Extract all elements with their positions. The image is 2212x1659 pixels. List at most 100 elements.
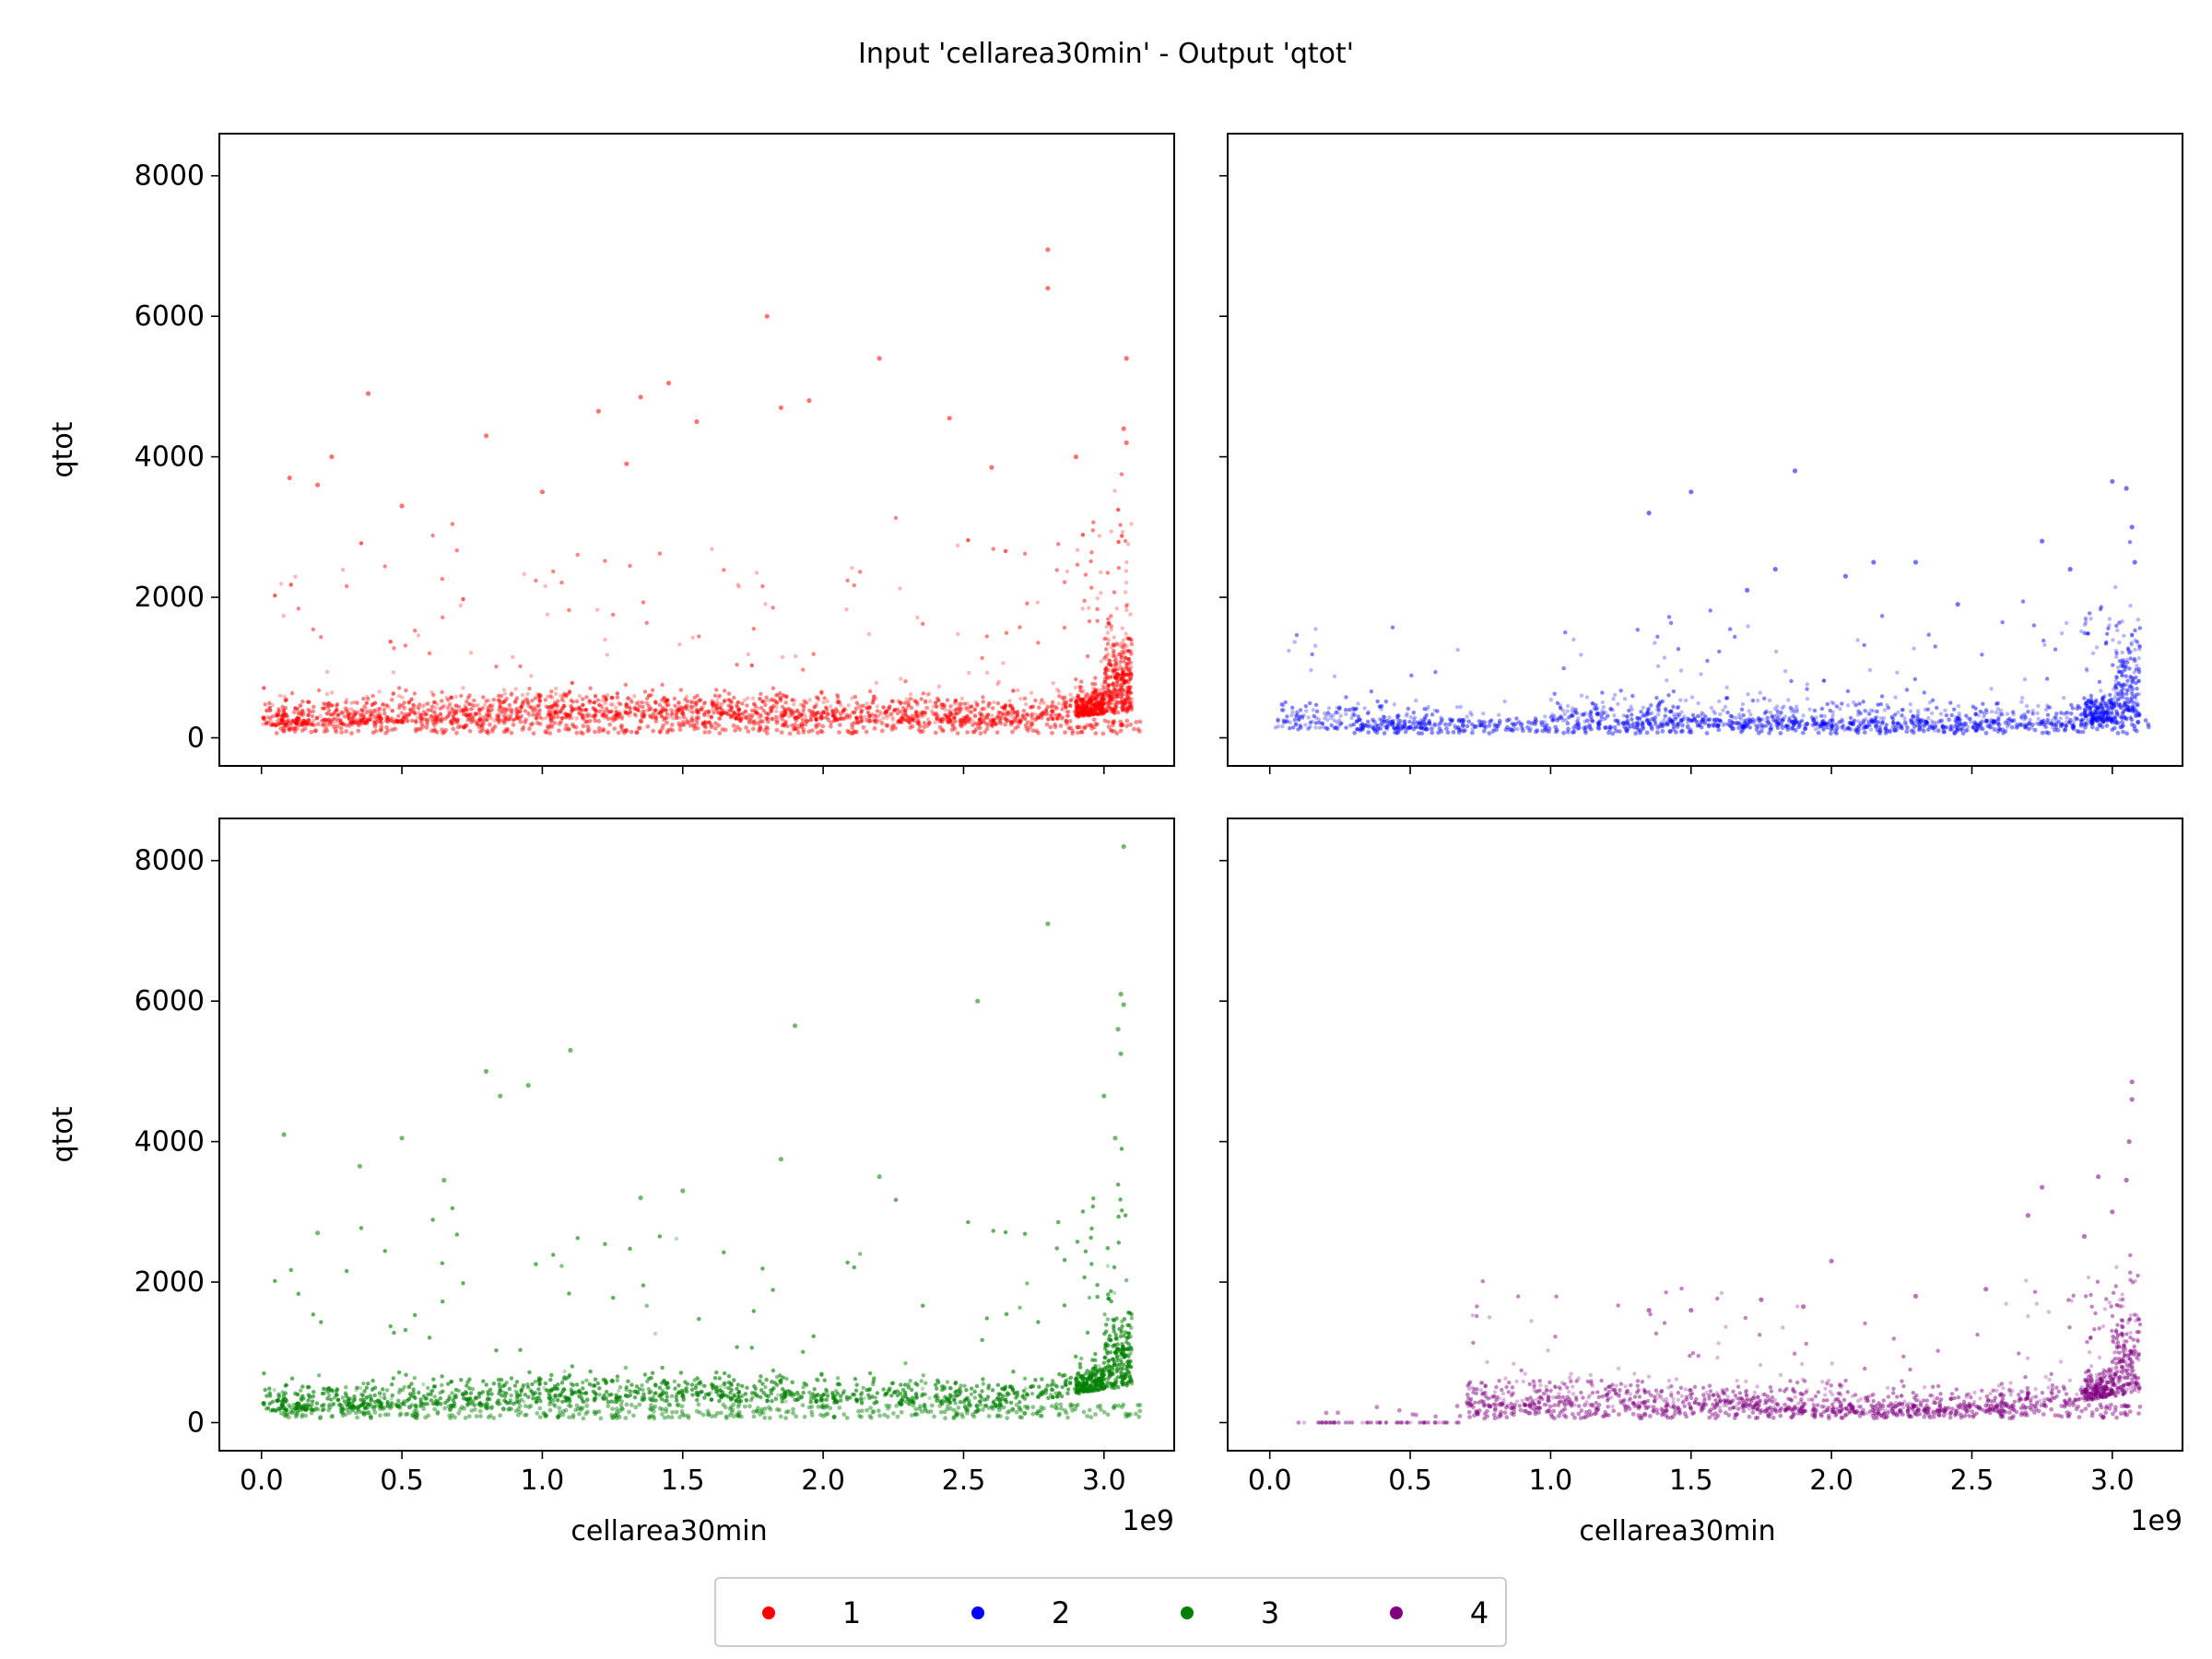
point xyxy=(1076,692,1080,698)
point xyxy=(1065,713,1070,718)
point xyxy=(1002,712,1007,717)
point xyxy=(520,701,525,707)
point xyxy=(592,700,596,705)
point xyxy=(925,706,930,711)
point xyxy=(816,710,820,715)
point xyxy=(465,713,469,718)
point xyxy=(746,696,750,700)
point xyxy=(1081,711,1086,716)
point xyxy=(501,729,507,735)
point xyxy=(324,669,330,675)
point xyxy=(643,700,648,705)
point xyxy=(843,707,848,712)
point xyxy=(637,709,641,713)
point xyxy=(1089,707,1095,712)
point xyxy=(450,706,454,712)
point xyxy=(1081,704,1087,709)
point xyxy=(922,724,927,730)
point xyxy=(629,697,633,702)
point xyxy=(714,699,720,703)
point xyxy=(527,726,532,732)
point xyxy=(616,730,621,735)
point xyxy=(889,727,895,732)
point xyxy=(349,700,354,705)
point xyxy=(1280,724,1285,729)
point xyxy=(372,708,377,713)
point xyxy=(1056,542,1061,547)
point xyxy=(319,635,324,640)
point xyxy=(580,708,584,712)
point xyxy=(981,719,986,724)
point xyxy=(921,691,925,696)
point xyxy=(507,702,512,708)
point xyxy=(433,712,438,718)
point xyxy=(734,716,738,721)
point xyxy=(712,711,716,715)
point xyxy=(383,715,389,720)
point xyxy=(744,716,749,721)
point xyxy=(1105,687,1111,691)
point xyxy=(819,690,824,696)
point xyxy=(560,716,565,721)
point xyxy=(574,730,580,735)
point xyxy=(495,712,500,718)
point xyxy=(793,714,798,720)
point xyxy=(874,696,878,701)
point xyxy=(793,716,797,721)
point xyxy=(474,712,478,716)
point xyxy=(1127,649,1132,653)
point xyxy=(661,723,665,728)
point xyxy=(1112,719,1117,724)
point xyxy=(640,710,644,714)
point xyxy=(824,712,830,717)
point xyxy=(714,688,719,692)
point xyxy=(985,712,991,717)
point xyxy=(1059,716,1065,721)
point xyxy=(485,728,490,734)
point xyxy=(1107,701,1112,706)
point xyxy=(1040,698,1044,702)
point xyxy=(817,698,821,702)
point xyxy=(384,724,389,730)
point xyxy=(1081,703,1087,708)
point xyxy=(977,716,982,722)
point xyxy=(735,704,739,709)
point xyxy=(1096,688,1100,692)
point xyxy=(441,703,447,708)
point xyxy=(415,704,419,709)
point xyxy=(1003,548,1008,554)
point xyxy=(1129,665,1134,669)
point xyxy=(559,580,564,585)
point xyxy=(814,695,819,700)
point xyxy=(863,714,867,719)
point xyxy=(581,702,585,708)
point xyxy=(564,694,569,700)
point xyxy=(982,718,986,723)
point xyxy=(937,720,942,724)
point xyxy=(758,697,762,701)
point xyxy=(850,696,854,700)
point xyxy=(1105,690,1111,696)
point xyxy=(306,721,312,726)
point xyxy=(441,615,445,619)
point xyxy=(935,704,939,709)
point xyxy=(958,719,962,724)
point xyxy=(411,702,416,708)
point xyxy=(668,707,673,712)
point xyxy=(484,711,489,716)
point xyxy=(1114,691,1120,696)
point xyxy=(779,730,784,735)
point xyxy=(764,695,769,700)
point xyxy=(359,721,364,726)
point xyxy=(429,704,435,709)
point xyxy=(1122,708,1126,712)
point xyxy=(444,695,449,700)
point xyxy=(1105,709,1110,713)
point xyxy=(1007,703,1013,708)
point xyxy=(632,705,637,710)
point xyxy=(584,719,590,724)
point xyxy=(382,711,387,716)
point xyxy=(300,709,305,713)
point xyxy=(730,709,735,713)
point xyxy=(936,698,941,703)
